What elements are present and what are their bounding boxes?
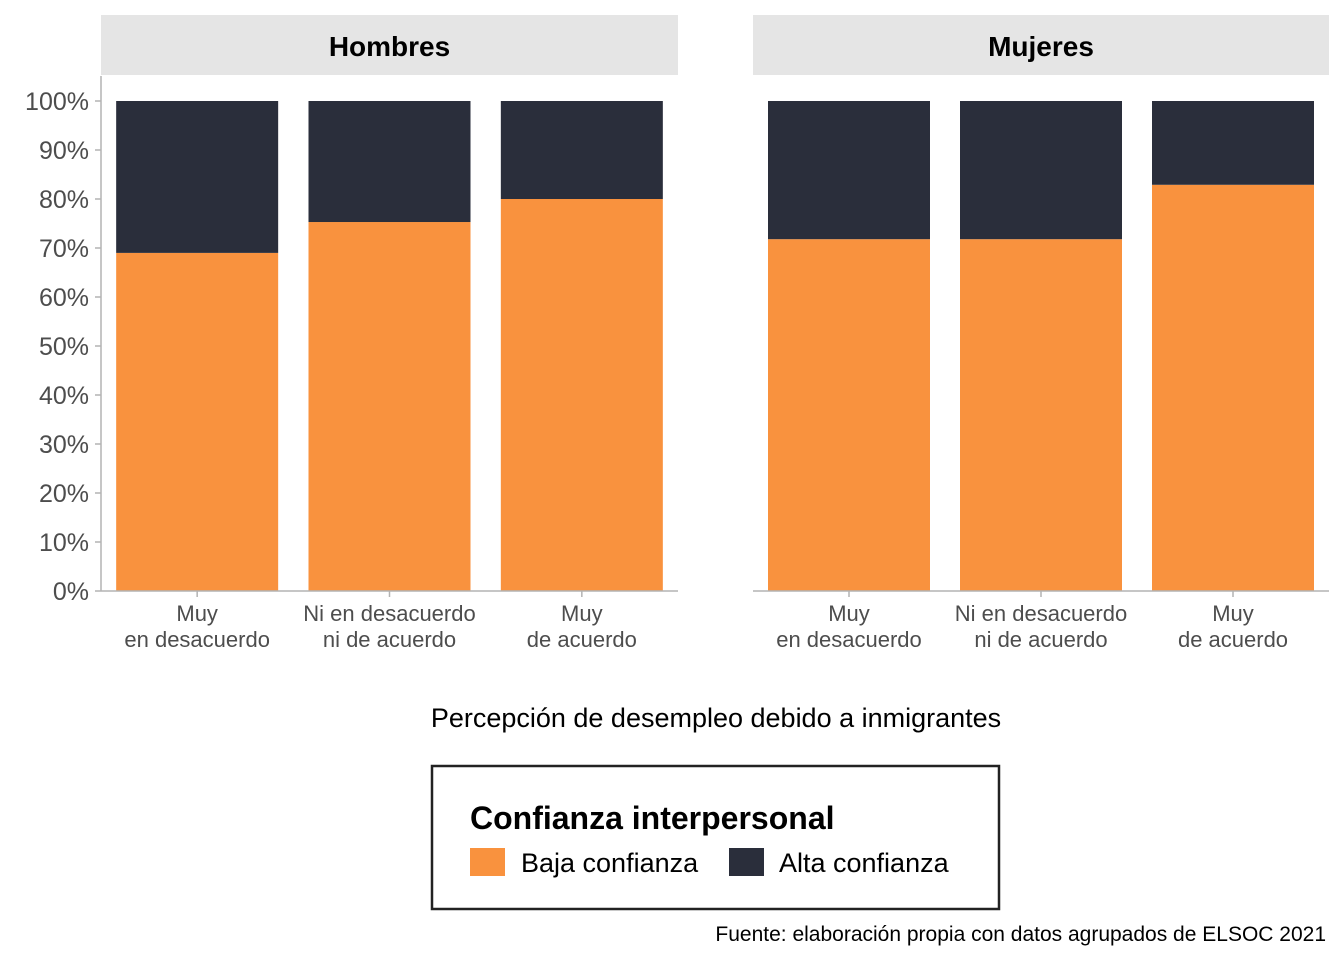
bar-alta — [768, 101, 930, 240]
legend: Confianza interpersonal Baja confianza A… — [430, 764, 1001, 911]
y-tick-label: 80% — [39, 186, 89, 214]
bar-baja — [308, 222, 471, 591]
panels-layer: 0% 10% 20% 30% 40% 50% 60% 70% 80% 90% 100% Hombres… — [25, 15, 1329, 652]
y-tick-label: 100% — [25, 88, 89, 116]
legend-label-baja: Baja confianza — [521, 848, 699, 878]
legend-swatch-baja — [470, 848, 505, 876]
x-tick-label: ni de acuerdo — [323, 627, 456, 652]
x-tick-label: Ni en desacuerdo — [955, 601, 1127, 626]
y-tick-label: 50% — [39, 333, 89, 361]
facet-strip — [101, 15, 678, 75]
x-tick-label: Muy — [561, 601, 603, 626]
facet-title: Mujeres — [988, 31, 1094, 62]
bar-alta — [1152, 101, 1314, 185]
legend-title: Confianza interpersonal — [470, 800, 835, 836]
y-tick-label: 10% — [39, 529, 89, 557]
bar-alta — [116, 101, 279, 253]
x-tick-label: ni de acuerdo — [974, 627, 1107, 652]
legend-box — [430, 764, 1001, 911]
y-tick-label: 20% — [39, 480, 89, 508]
x-tick-label: en desacuerdo — [776, 627, 922, 652]
x-tick-label: de acuerdo — [1178, 627, 1288, 652]
y-tick-label: 70% — [39, 235, 89, 263]
bar-alta — [960, 101, 1122, 240]
x-tick-label: de acuerdo — [527, 627, 637, 652]
y-tick-label: 40% — [39, 382, 89, 410]
facet-strip — [753, 15, 1329, 75]
facet-title: Hombres — [329, 31, 450, 62]
y-tick-label: 60% — [39, 284, 89, 312]
y-tick-label: 30% — [39, 431, 89, 459]
bar-alta — [500, 101, 663, 199]
bar-baja — [768, 239, 930, 591]
x-tick-label: Muy — [828, 601, 870, 626]
bar-baja — [1152, 184, 1314, 592]
bar-alta — [308, 101, 471, 223]
x-axis-label: Percepción de desempleo debido a inmigra… — [431, 703, 1001, 733]
x-tick-label: Muy — [176, 601, 218, 626]
bar-baja — [116, 252, 279, 591]
legend-swatch-alta — [729, 848, 764, 876]
legend-label-alta: Alta confianza — [779, 848, 950, 878]
x-tick-label: en desacuerdo — [124, 627, 270, 652]
x-tick-label: Muy — [1212, 601, 1254, 626]
y-tick-label: 0% — [53, 578, 89, 606]
caption: Fuente: elaboración propia con datos agr… — [715, 923, 1326, 946]
bar-baja — [960, 239, 1122, 591]
y-tick-label: 90% — [39, 137, 89, 165]
x-tick-label: Ni en desacuerdo — [303, 601, 475, 626]
bar-baja — [500, 199, 663, 591]
